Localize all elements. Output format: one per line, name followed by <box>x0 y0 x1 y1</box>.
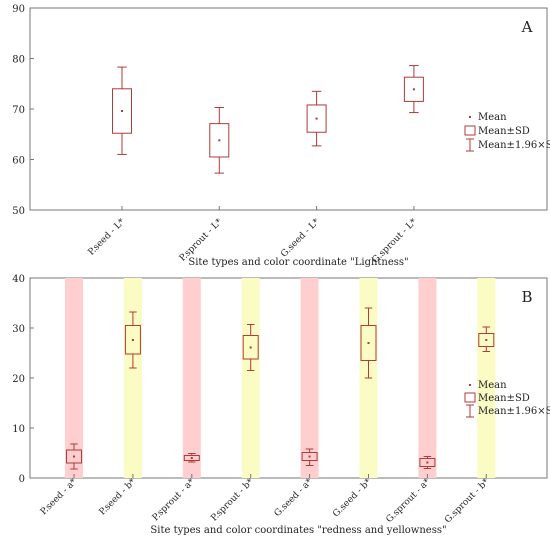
x-axis-label: Site types and color coordinates "rednes… <box>150 525 446 536</box>
legend-item-ci: Mean±1.96×SD <box>478 406 550 417</box>
mean-point <box>426 461 429 464</box>
legend-item-mean: Mean <box>478 380 507 391</box>
band-0 <box>65 278 83 478</box>
sd-box <box>183 455 200 461</box>
band-3 <box>241 278 260 478</box>
x-tick-label: P.sprout - a* <box>151 477 197 523</box>
plot-frame <box>29 7 548 211</box>
mean-point <box>121 110 123 113</box>
x-tick-label: G.seed - a* <box>273 477 315 519</box>
sd-box <box>112 88 132 134</box>
mean-point <box>73 455 75 458</box>
legend-sd-marker <box>464 125 476 136</box>
panel-b: 0 10 20 30 40 P.seed - a* P.seed - b* P.sprout … <box>12 274 550 536</box>
band-7 <box>477 278 496 478</box>
sd-box <box>478 333 495 347</box>
panel-letter: B <box>521 288 532 306</box>
legend-item-sd: Mean±SD <box>478 393 530 404</box>
x-tick-label: P.seed - L* <box>87 217 128 258</box>
y-tick-label: 80 <box>12 55 25 66</box>
sd-box <box>360 325 377 361</box>
legend-item-ci: Mean±1.96×SD <box>478 140 550 151</box>
sd-box <box>209 123 230 158</box>
plot-frame <box>29 277 548 479</box>
x-axis-label: Site types and color coordinate "Lightne… <box>188 257 408 268</box>
mean-point <box>412 88 415 91</box>
band-2 <box>182 278 201 478</box>
mean-point <box>367 342 370 344</box>
y-tick-label: 30 <box>12 324 25 335</box>
y-tick-label: 50 <box>12 206 25 217</box>
y-tick-label: 40 <box>12 274 25 285</box>
x-tick-label: G.sprout - a* <box>385 477 433 525</box>
mean-point <box>315 117 318 120</box>
y-tick-label: 90 <box>12 4 25 15</box>
band-4 <box>300 278 319 478</box>
x-tick-label: P.seed - a* <box>39 477 79 517</box>
mean-point <box>131 339 134 341</box>
sd-box <box>242 335 259 360</box>
x-tick-label: P.sprout - b* <box>209 477 256 524</box>
mean-point <box>218 139 221 142</box>
band-6 <box>418 278 437 478</box>
mean-point <box>485 339 488 341</box>
sd-box <box>301 452 318 461</box>
mean-point <box>308 455 311 458</box>
x-tick-label: G.seed - b* <box>331 477 374 520</box>
band-1 <box>123 278 142 478</box>
y-tick-label: 60 <box>12 156 25 167</box>
y-tick-label: 70 <box>12 105 25 116</box>
sd-box <box>306 104 327 133</box>
mean-point <box>249 346 252 349</box>
sd-box <box>419 458 436 467</box>
legend-mean-marker <box>469 384 471 386</box>
sd-box <box>66 449 82 464</box>
y-tick-label: 20 <box>12 374 25 385</box>
x-tick-label: P.seed - b* <box>98 477 139 518</box>
legend-item-mean: Mean <box>478 112 507 123</box>
panel-letter: A <box>521 18 533 36</box>
x-tick-label: G.sprout - b* <box>443 477 492 526</box>
sd-box <box>403 76 424 102</box>
mean-point <box>190 457 193 459</box>
sd-box <box>124 325 141 355</box>
x-tick-label: G.seed - L* <box>279 217 322 260</box>
y-tick-label: 0 <box>19 474 25 485</box>
y-tick-label: 10 <box>12 424 25 435</box>
legend-mean-marker <box>469 116 471 118</box>
legend-item-sd: Mean±SD <box>478 126 530 137</box>
legend-sd-marker <box>464 392 476 403</box>
